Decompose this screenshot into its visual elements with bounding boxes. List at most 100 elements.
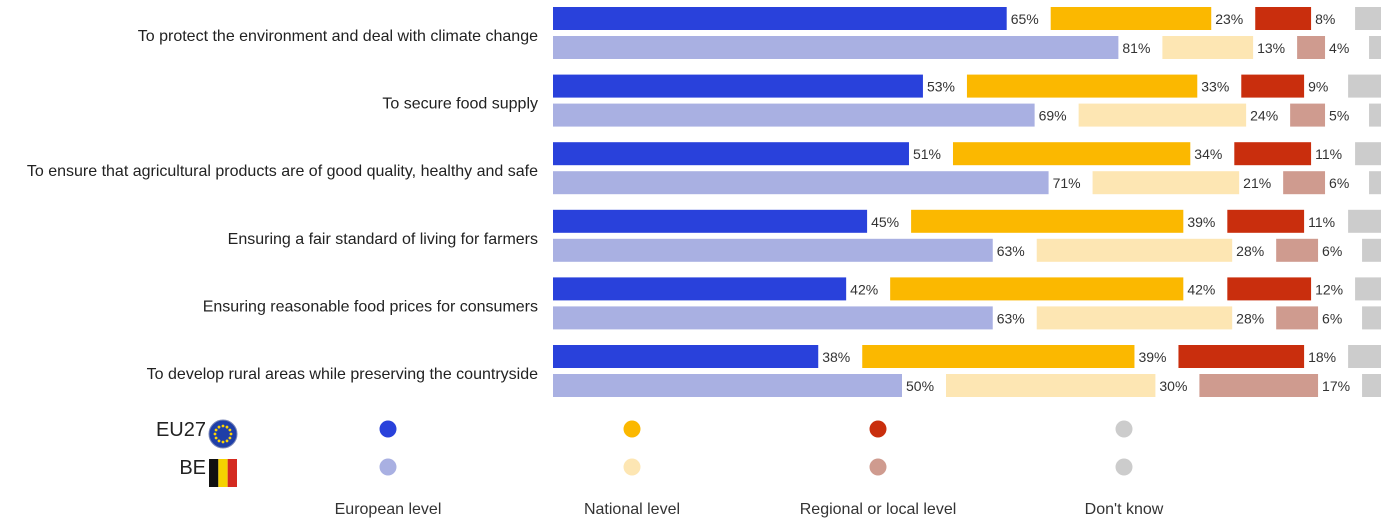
- bar-segment: [946, 374, 1156, 397]
- category-label: Ensuring a fair standard of living for f…: [228, 231, 538, 248]
- bar-segment: [553, 103, 1035, 127]
- value-label: 71%: [1053, 175, 1081, 191]
- legend-swatch: [623, 458, 641, 476]
- bar-segment: [553, 209, 868, 233]
- legend-label: National level: [584, 501, 680, 518]
- value-label: 63%: [997, 243, 1025, 259]
- value-label: 39%: [1138, 349, 1166, 365]
- bar-segment: [553, 142, 909, 166]
- belgium-flag-stripe: [218, 459, 228, 487]
- value-label: 51%: [913, 146, 941, 162]
- bar-segment: [553, 277, 847, 301]
- belgium-flag-stripe: [227, 459, 237, 487]
- value-label: 28%: [1236, 310, 1264, 326]
- bar-segment: [1276, 306, 1319, 330]
- bar-segment: [553, 238, 993, 262]
- bar-segment: [1227, 209, 1305, 233]
- legend-group-label: EU27: [156, 419, 206, 441]
- bar-segment: [553, 36, 1119, 59]
- bar-segment: [553, 306, 993, 330]
- bar-segment: [1036, 238, 1233, 262]
- bar-segment: [952, 142, 1191, 166]
- bar-segment: [966, 74, 1198, 98]
- eu-flag-star: [228, 428, 232, 432]
- bar-segment: [1362, 306, 1381, 330]
- bar-segment: [1348, 74, 1381, 98]
- legend-swatch: [379, 458, 397, 476]
- legend-swatch: [379, 420, 397, 438]
- legend-swatch: [869, 458, 887, 476]
- bar-segment: [1241, 74, 1305, 98]
- legend-swatch: [1115, 458, 1133, 476]
- eu-flag-star: [221, 440, 225, 444]
- bar-segment: [553, 74, 923, 98]
- value-label: 33%: [1201, 79, 1229, 95]
- bar-segment: [1234, 142, 1312, 166]
- eu-flag-star: [228, 436, 232, 440]
- bar-segment: [1036, 306, 1233, 330]
- bar-segment: [553, 345, 819, 368]
- bar-segment: [1297, 36, 1326, 59]
- bar-segment: [1050, 7, 1212, 30]
- value-label: 11%: [1315, 146, 1342, 162]
- value-label: 42%: [1187, 281, 1215, 297]
- value-label: 8%: [1315, 11, 1335, 27]
- value-label: 6%: [1322, 243, 1342, 259]
- legend-swatch: [869, 420, 887, 438]
- bar-segment: [890, 277, 1184, 301]
- bar-segment: [1355, 7, 1381, 30]
- category-label: To develop rural areas while preserving …: [147, 366, 538, 383]
- bar-segment: [1255, 7, 1312, 30]
- bar-segment: [1199, 374, 1319, 397]
- bar-segment: [1355, 142, 1381, 166]
- eu-flag-icon: [208, 419, 238, 449]
- value-label: 9%: [1308, 79, 1328, 95]
- bar-segment: [1290, 103, 1326, 127]
- value-label: 21%: [1243, 175, 1271, 191]
- bar-segment: [1355, 277, 1381, 301]
- legend-swatch: [623, 420, 641, 438]
- eu-flag-star: [214, 436, 218, 440]
- category-label: To protect the environment and deal with…: [138, 28, 538, 45]
- eu-flag-star: [217, 439, 221, 443]
- value-label: 6%: [1322, 310, 1342, 326]
- bar-segment: [911, 209, 1184, 233]
- bar-segment: [1362, 374, 1381, 397]
- bar-segment: [1348, 209, 1381, 233]
- value-label: 53%: [927, 79, 955, 95]
- value-label: 4%: [1329, 40, 1349, 56]
- bar-segment: [1092, 171, 1240, 195]
- eu-flag-star: [225, 439, 229, 443]
- legend-label: European level: [335, 501, 442, 518]
- bar-segment: [1362, 238, 1381, 262]
- value-label: 30%: [1159, 378, 1187, 394]
- value-label: 42%: [850, 281, 878, 297]
- value-label: 65%: [1011, 11, 1039, 27]
- category-label: To ensure that agricultural products are…: [27, 163, 538, 180]
- eu-flag-star: [229, 432, 233, 436]
- eu-flag-star: [225, 425, 229, 429]
- value-label: 38%: [822, 349, 850, 365]
- value-label: 63%: [997, 310, 1025, 326]
- eu-flag-star: [214, 428, 218, 432]
- eu-flag-star: [213, 432, 217, 436]
- legend-label: Don't know: [1085, 501, 1164, 518]
- category-label: Ensuring reasonable food prices for cons…: [203, 298, 538, 315]
- legend-swatch: [1115, 420, 1133, 438]
- value-label: 39%: [1187, 214, 1215, 230]
- value-label: 81%: [1122, 40, 1150, 56]
- value-label: 50%: [906, 378, 934, 394]
- bar-segment: [1369, 103, 1381, 127]
- bar-segment: [1276, 238, 1319, 262]
- value-label: 11%: [1308, 214, 1335, 230]
- value-label: 23%: [1215, 11, 1243, 27]
- bar-segment: [1348, 345, 1381, 368]
- bar-segment: [553, 374, 902, 397]
- value-label: 45%: [871, 214, 899, 230]
- value-label: 5%: [1329, 108, 1349, 124]
- legend-group-label: BE: [179, 457, 206, 479]
- bar-segment: [862, 345, 1135, 368]
- bar-segment: [553, 171, 1049, 195]
- value-label: 69%: [1039, 108, 1067, 124]
